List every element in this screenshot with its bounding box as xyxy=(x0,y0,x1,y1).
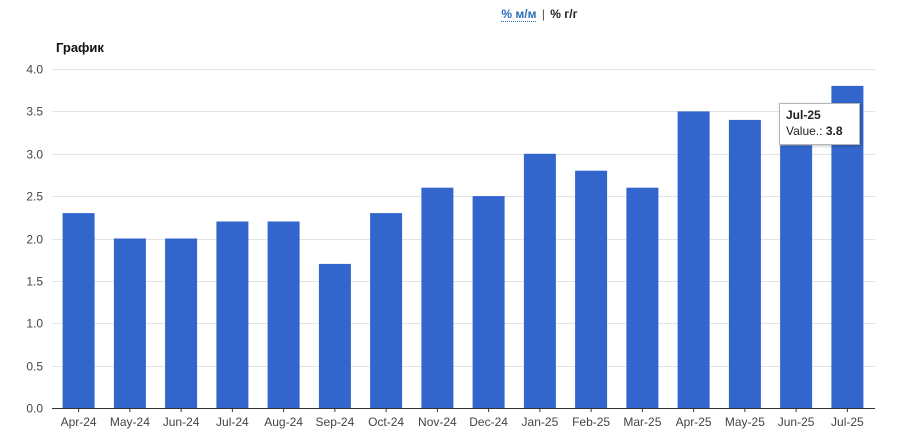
y-tick-label: 0.0 xyxy=(26,402,43,416)
x-tick-label: Mar-25 xyxy=(623,415,661,429)
y-tick-label: 3.5 xyxy=(26,105,43,119)
bar-may-24[interactable] xyxy=(113,238,146,409)
x-tick-label: Jan-25 xyxy=(522,415,559,429)
y-tick-label: 2.5 xyxy=(26,190,43,204)
x-tick-label: Nov-24 xyxy=(418,415,457,429)
y-tick-label: 4.0 xyxy=(26,63,43,77)
bar-aug-24[interactable] xyxy=(267,221,300,409)
bar-apr-25[interactable] xyxy=(677,111,710,409)
bar-jul-24[interactable] xyxy=(216,221,249,409)
chart-tooltip: Jul-25 Value.: 3.8 xyxy=(779,103,860,145)
bar-jan-25[interactable] xyxy=(523,153,556,409)
yoy-toggle-link[interactable]: % г/г xyxy=(550,7,578,21)
bar-jun-24[interactable] xyxy=(165,238,198,409)
bar-oct-24[interactable] xyxy=(370,213,403,408)
x-tick-label: Aug-24 xyxy=(264,415,303,429)
y-tick-label: 0.5 xyxy=(26,360,43,374)
x-tick-label: Dec-24 xyxy=(469,415,508,429)
bar-dec-24[interactable] xyxy=(472,196,505,408)
mom-toggle-link[interactable]: % м/м xyxy=(501,7,537,22)
bar-jun-25[interactable] xyxy=(780,145,813,409)
tooltip-title: Jul-25 xyxy=(786,108,821,122)
bar-sep-24[interactable] xyxy=(318,263,351,408)
x-tick-label: Jun-25 xyxy=(778,415,815,429)
y-tick-label: 2.0 xyxy=(26,233,43,247)
tooltip-value: 3.8 xyxy=(825,124,843,138)
x-tick-label: Apr-24 xyxy=(61,415,97,429)
x-tick-label: May-24 xyxy=(110,415,150,429)
bar-nov-24[interactable] xyxy=(421,187,454,408)
x-tick-label: Apr-25 xyxy=(676,415,712,429)
bar-apr-24[interactable] xyxy=(62,213,95,408)
x-tick-label: Feb-25 xyxy=(572,415,610,429)
x-tick-label: Sep-24 xyxy=(316,415,355,429)
chart-title: График xyxy=(56,40,104,55)
bar-may-25[interactable] xyxy=(728,119,761,409)
metric-toggle: % м/м | % г/г xyxy=(0,7,900,22)
x-tick-label: Jul-24 xyxy=(216,415,249,429)
x-tick-label: Oct-24 xyxy=(368,415,404,429)
tooltip-value-label: Value.: xyxy=(786,124,823,138)
bar-feb-25[interactable] xyxy=(575,170,608,408)
toggle-separator: | xyxy=(541,7,545,21)
y-tick-label: 1.5 xyxy=(26,275,43,289)
bar-mar-25[interactable] xyxy=(626,187,659,408)
x-tick-label: Jul-25 xyxy=(831,415,864,429)
x-tick-label: May-25 xyxy=(725,415,765,429)
y-tick-label: 3.0 xyxy=(26,148,43,162)
y-tick-label: 1.0 xyxy=(26,317,43,331)
x-tick-label: Jun-24 xyxy=(163,415,200,429)
